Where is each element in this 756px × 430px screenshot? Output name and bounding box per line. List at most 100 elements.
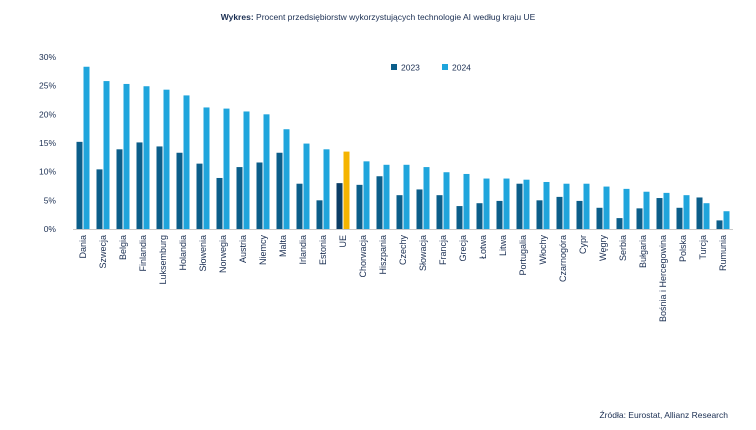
bar-2023 (116, 149, 123, 229)
x-tick-label: Malta (278, 235, 288, 257)
x-tick-label: Irlandia (298, 235, 308, 265)
x-tick-label: Serbia (618, 235, 628, 261)
bar-2024 (183, 95, 190, 229)
bar-2023 (496, 200, 503, 229)
bar-2023 (436, 195, 443, 229)
y-tick-label: 15% (39, 138, 56, 148)
bar-2023 (176, 152, 183, 229)
bar-2024 (563, 183, 570, 229)
bar-2024 (323, 149, 330, 229)
bar-2023 (516, 183, 523, 229)
bar-2024 (163, 89, 170, 230)
x-tick-label: Chorwacja (358, 235, 368, 278)
bar-2024 (343, 151, 350, 229)
bar-2023 (316, 200, 323, 229)
x-tick-label: Cypr (578, 235, 588, 254)
x-tick-label: Szwecja (98, 235, 108, 269)
x-tick-label: Hiszpania (378, 235, 388, 275)
legend-label: 2023 (401, 63, 420, 73)
bar-2023 (536, 200, 543, 229)
x-tick-label: Rumunia (718, 235, 728, 271)
bar-2024 (203, 107, 210, 229)
bar-2024 (443, 172, 450, 229)
y-tick-label: 25% (39, 81, 56, 91)
bar-2023 (616, 218, 623, 229)
bar-2023 (596, 207, 603, 229)
bar-2024 (503, 178, 510, 229)
bar-2024 (263, 114, 270, 229)
bar-2023 (416, 189, 423, 229)
x-axis-labels: Dania Szwecja Belgia Finlandia Luksemburg Hol… (78, 235, 728, 323)
bar-2024 (363, 161, 370, 229)
bar-2024 (383, 164, 390, 229)
bar-2024 (583, 183, 590, 229)
legend: 2023 2024 (391, 63, 471, 73)
bar-2024 (523, 179, 530, 229)
bar-2023 (76, 141, 83, 229)
x-tick-label: Luksemburg (158, 235, 168, 285)
bar-2023 (296, 183, 303, 229)
x-tick-label: Belgia (118, 235, 128, 260)
x-tick-label: Grecja (458, 235, 468, 262)
bar-2024 (463, 173, 470, 229)
chart-title-text: Procent przedsiębiorstw wykorzystujących… (256, 12, 536, 22)
bar-2024 (103, 81, 110, 229)
bar-2023 (336, 183, 343, 229)
chart-title: Wykres: Procent przedsiębiorstw wykorzys… (0, 12, 756, 22)
x-tick-label: Niemcy (258, 235, 268, 266)
x-tick-label: Czechy (398, 235, 408, 266)
bar-2023 (556, 196, 563, 229)
x-tick-label: Holandia (178, 235, 188, 271)
bar-2024 (243, 111, 250, 229)
x-tick-label: Słowenia (198, 235, 208, 272)
bar-2024 (123, 83, 130, 229)
bar-2024 (543, 181, 550, 229)
bar-2023 (256, 162, 263, 229)
bar-2024 (403, 164, 410, 229)
x-tick-label: Węgry (598, 235, 608, 262)
bar-2023 (216, 177, 223, 229)
bar-2024 (423, 167, 430, 229)
bar-2023 (376, 176, 383, 229)
bars (76, 66, 730, 230)
legend-swatch (391, 64, 397, 70)
bar-2024 (283, 129, 290, 229)
bar-2023 (136, 142, 143, 229)
bar-2024 (483, 178, 490, 229)
bar-2024 (603, 186, 610, 229)
bar-2023 (456, 206, 463, 229)
legend-label: 2024 (452, 63, 471, 73)
x-tick-label: Austria (238, 235, 248, 263)
y-tick-label: 10% (39, 167, 56, 177)
bar-2024 (683, 195, 690, 229)
bar-2023 (696, 197, 703, 229)
bar-2024 (303, 143, 310, 229)
bar-2024 (83, 66, 90, 229)
x-tick-label: Francja (438, 235, 448, 265)
x-tick-label: UE (338, 235, 348, 248)
y-axis-ticks: 0% 5% 10% 15% 20% 25% 30% (39, 52, 56, 234)
bar-2023 (576, 200, 583, 229)
bar-2023 (676, 207, 683, 229)
x-tick-label: Litwa (498, 235, 508, 256)
bar-2023 (476, 203, 483, 229)
x-tick-label: Łotwa (478, 235, 488, 259)
bar-2024 (723, 211, 730, 229)
legend-swatch (442, 64, 448, 70)
bar-2023 (716, 220, 723, 229)
bar-2023 (156, 146, 163, 229)
x-tick-label: Bułgaria (638, 235, 648, 268)
y-tick-label: 0% (44, 224, 57, 234)
bar-2023 (276, 152, 283, 229)
x-tick-label: Estonia (318, 235, 328, 265)
bar-2023 (236, 167, 243, 229)
bar-2024 (663, 192, 670, 229)
x-tick-label: Polska (678, 235, 688, 262)
source-note: Źródła: Eurostat, Allianz Research (599, 410, 728, 420)
y-tick-label: 20% (39, 109, 56, 119)
x-tick-label: Turcja (698, 235, 708, 260)
bar-2024 (623, 188, 630, 229)
bar-2024 (643, 191, 650, 229)
x-tick-label: Norwegia (218, 235, 228, 273)
